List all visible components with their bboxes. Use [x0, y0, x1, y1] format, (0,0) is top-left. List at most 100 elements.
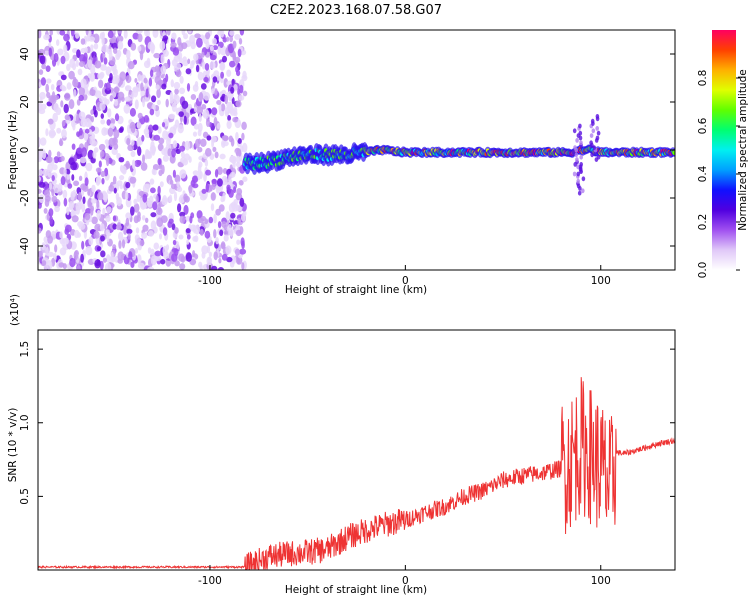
heatmap-cell	[43, 208, 48, 214]
heatmap-cell	[112, 244, 117, 250]
heatmap-cell	[235, 131, 239, 141]
heatmap-cell	[38, 151, 43, 160]
heatmap-cell	[76, 264, 81, 270]
heatmap-cell	[155, 84, 160, 90]
snr-x-tick-label: 100	[591, 575, 611, 587]
heatmap-cell	[142, 154, 145, 164]
heatmap-cell	[110, 251, 114, 262]
heatmap-cell	[216, 122, 221, 130]
heatmap-disturbance-cell	[575, 157, 579, 163]
heatmap-cell	[242, 70, 247, 79]
snr-x-axis-label: Height of straight line (km)	[285, 584, 427, 596]
heatmap-cell	[104, 139, 109, 145]
heatmap-cell	[227, 224, 232, 232]
heatmap-cell	[238, 95, 245, 101]
heatmap-cell	[177, 37, 182, 46]
heatmap-cell	[76, 113, 80, 124]
heatmap-cell	[109, 73, 113, 81]
heatmap-y-tick-label: 20	[19, 95, 31, 108]
heatmap-cell	[91, 216, 98, 225]
heatmap-cell	[133, 198, 138, 205]
heatmap-cell	[179, 145, 186, 152]
heatmap-disturbance-cell	[590, 152, 594, 158]
heatmap-cell	[209, 45, 214, 52]
heatmap-cell	[177, 124, 184, 134]
heatmap-cell	[98, 143, 106, 151]
heatmap-cell	[141, 215, 146, 221]
heatmap-cell	[95, 90, 102, 99]
snr-frame	[37, 329, 676, 571]
heatmap-cell	[39, 137, 47, 146]
heatmap-disturbance-cell	[596, 154, 601, 160]
heatmap-cell	[230, 86, 235, 94]
heatmap-cell	[72, 189, 77, 197]
heatmap-cell	[211, 88, 216, 94]
heatmap-cell	[219, 153, 226, 160]
heatmap-cell	[112, 223, 117, 230]
colorbar-tick-label: 0.8	[697, 70, 709, 87]
heatmap-panel: -100 0 100 -40 -20 0 20 40 Height of straight …	[7, 29, 676, 296]
heatmap-cell	[64, 92, 71, 101]
heatmap-cell	[76, 147, 83, 155]
heatmap-cell	[90, 116, 94, 123]
heatmap-cell	[230, 255, 237, 265]
heatmap-cell	[205, 147, 212, 157]
heatmap-cell	[153, 134, 161, 141]
heatmap-cell	[229, 30, 235, 36]
heatmap-cell	[135, 30, 143, 34]
heatmap-cell	[216, 166, 223, 175]
heatmap-disturbance-cell	[572, 128, 577, 134]
heatmap-cell	[38, 30, 42, 39]
heatmap-cell	[105, 215, 111, 222]
heatmap-cell	[240, 213, 246, 222]
heatmap-cell	[76, 99, 81, 106]
heatmap-cell	[90, 44, 94, 50]
heatmap-cell	[226, 69, 232, 77]
heatmap-cell	[168, 218, 174, 224]
heatmap-cell	[220, 103, 226, 112]
heatmap-cell	[113, 99, 119, 107]
colorbar-tick-label: 0.0	[697, 262, 709, 279]
heatmap-cell	[145, 217, 149, 223]
heatmap-cell	[85, 208, 92, 215]
heatmap-cell	[63, 44, 68, 53]
heatmap-cell	[204, 230, 211, 239]
heatmap-cell	[157, 158, 162, 166]
heatmap-cell	[226, 184, 231, 191]
heatmap-cell	[134, 78, 138, 83]
heatmap-cell	[125, 85, 130, 92]
heatmap-cell	[95, 167, 102, 173]
heatmap-cell	[175, 69, 182, 78]
heatmap-disturbance-cell	[575, 138, 579, 143]
colorbar-tick-label: 0.4	[697, 165, 709, 182]
heatmap-cell	[130, 150, 136, 158]
heatmap-cell	[239, 197, 245, 207]
heatmap-cell	[205, 118, 211, 127]
heatmap-cell	[230, 212, 236, 219]
heatmap-cell	[237, 48, 242, 58]
heatmap-cell	[160, 215, 168, 224]
heatmap-cell	[205, 169, 212, 176]
heatmap-cell	[181, 100, 189, 110]
heatmap-cell	[137, 74, 142, 82]
heatmap-cell	[154, 75, 162, 85]
heatmap-cell	[228, 188, 234, 198]
heatmap-cell	[44, 189, 50, 198]
heatmap-cell	[153, 52, 161, 59]
heatmap-cell	[114, 86, 119, 94]
heatmap-cell	[61, 129, 67, 139]
heatmap-cell	[184, 140, 191, 151]
heatmap-cell	[50, 95, 57, 104]
heatmap-disturbance-cell	[579, 162, 583, 167]
heatmap-cell	[178, 111, 184, 117]
colorbar-tick-label: 0.6	[697, 117, 709, 134]
heatmap-cell	[45, 128, 49, 137]
heatmap-cell	[160, 258, 166, 265]
heatmap-disturbance-cell	[589, 140, 593, 146]
heatmap-cell	[46, 260, 53, 270]
heatmap-cell	[162, 130, 169, 140]
heatmap-cell	[38, 188, 42, 194]
heatmap-cell	[128, 251, 133, 260]
heatmap-cell	[97, 192, 104, 201]
heatmap-cell	[202, 109, 210, 119]
